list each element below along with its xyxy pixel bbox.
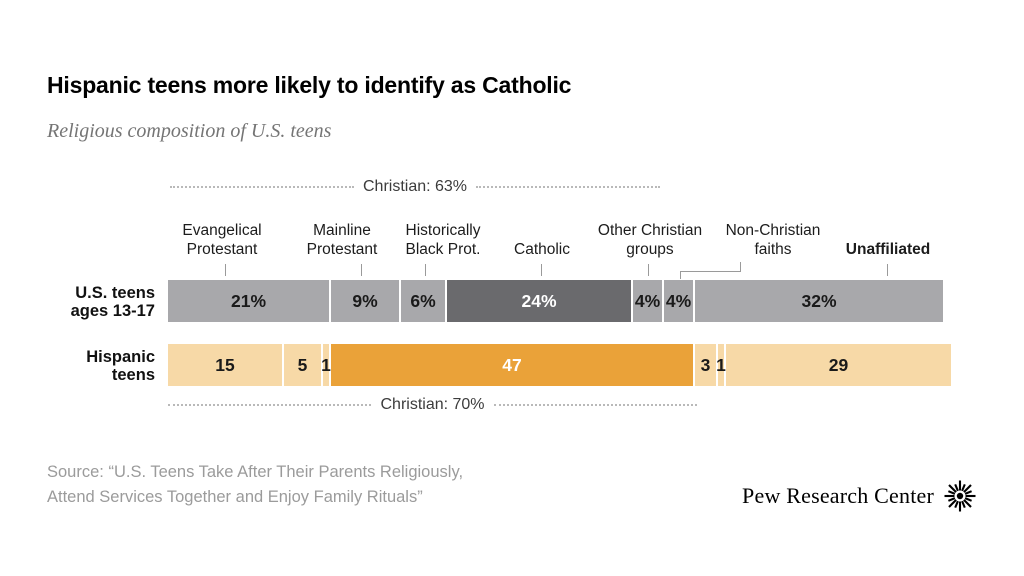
segment-catholic: 24% [447,280,633,322]
christian-total-hispanic-annotation: Christian: 70% [168,395,698,415]
column-label-unaffiliated: Unaffiliated [845,241,931,258]
tick-mark [361,264,362,276]
segment-non-christian-faiths: 4% [664,280,695,322]
source-note: Source: “U.S. Teens Take After Their Par… [47,463,464,506]
column-label-non-christian-faiths: Non-Christian faiths [725,222,821,258]
pew-starburst-icon [944,480,976,512]
chart-title: Hispanic teens more likely to identify a… [47,72,572,98]
segment-catholic: 47 [331,344,695,386]
segment-other-christian-groups: 4% [633,280,664,322]
connector-line [680,271,741,272]
column-label-catholic: Catholic [514,241,570,258]
column-label-evangelical-protestant: Evangelical Protestant [182,222,262,258]
tick-mark [425,264,426,276]
chart-subtitle: Religious composition of U.S. teens [47,120,332,142]
segment-unaffiliated: 32% [695,280,943,322]
tick-mark [225,264,226,276]
dotted-line [170,186,354,188]
christian-total-us-annotation: Christian: 63% [170,177,661,197]
segment-non-christian-faiths: 1 [716,344,726,386]
segment-historically-black-prot: 6% [401,280,447,322]
segment-mainline-protestant: 5 [284,344,323,386]
annotation-text: Christian: 70% [380,396,485,413]
segment-unaffiliated: 29 [726,344,951,386]
tick-mark [648,264,649,276]
column-label-other-christian-groups: Other Christian groups [597,222,703,258]
tick-mark [887,264,888,276]
connector-line [680,271,681,279]
brand-wordmark: Pew Research Center [742,483,934,508]
segment-evangelical-protestant: 21% [168,280,331,322]
column-label-mainline-protestant: Mainline Protestant [306,222,378,258]
connector-line [740,262,741,271]
segment-mainline-protestant: 9% [331,280,401,322]
bar-us-teens: 21% 9% 6% 24% 4% 4% 32% [168,280,943,322]
segment-historically-black-prot: 1 [321,344,331,386]
segment-other-christian-groups: 3 [695,344,718,386]
row-label-us-teens: U.S. teens ages 13-17 [70,284,155,320]
row-label-hispanic-teens: Hispanic teens [86,348,155,384]
column-label-historically-black-prot: Historically Black Prot. [405,222,481,258]
pew-brand: Pew Research Center [742,479,977,513]
segment-evangelical-protestant: 15 [168,344,284,386]
dotted-line [493,404,698,406]
tick-mark [541,264,542,276]
annotation-text: Christian: 63% [362,178,468,195]
dotted-line [168,404,372,406]
bar-hispanic-teens: 15 5 1 47 3 1 29 [168,344,951,386]
dotted-line [476,186,661,188]
